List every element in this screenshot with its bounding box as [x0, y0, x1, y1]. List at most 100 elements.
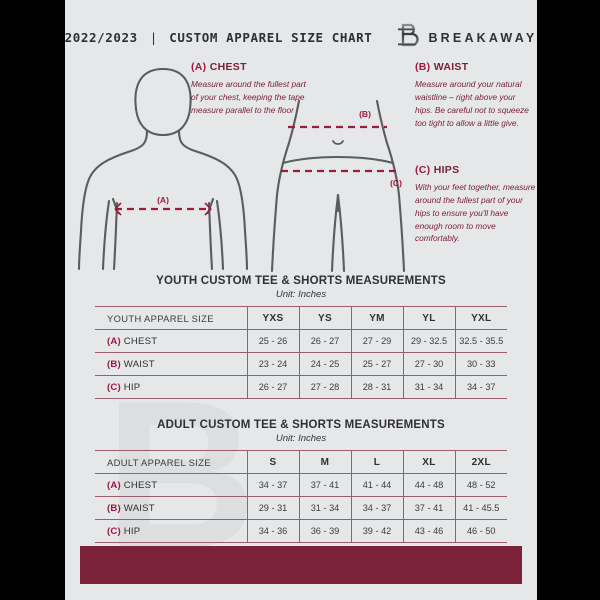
brand-logo: BREAKAWAY [396, 22, 537, 53]
adult-hip-l: 39 - 42 [350, 519, 403, 543]
adult-chest-l: 41 - 44 [350, 473, 403, 497]
brand-name: BREAKAWAY [428, 30, 537, 45]
youth-row-hip-name: HIP [123, 381, 141, 393]
youth-row-chest-label: (A) CHEST [95, 329, 247, 353]
youth-size-table: YOUTH APPAREL SIZE YXS YS YM YL YXL (A) … [95, 306, 507, 399]
callout-chest: (A) CHEST Measure around the fullest par… [191, 61, 311, 117]
footer-bar [80, 546, 522, 584]
callout-hips-title: (C) HIPS [415, 164, 537, 176]
adult-row-chest-name: CHEST [123, 479, 158, 491]
youth-waist-ys: 24 - 25 [298, 352, 351, 376]
callout-waist: (B) WAIST Measure around your natural wa… [415, 61, 535, 129]
adult-hip-s: 34 - 36 [246, 519, 299, 543]
youth-table-unit: Unit: Inches [275, 289, 327, 300]
hips-measure-line: (C) [263, 99, 413, 278]
youth-chest-ym: 27 - 29 [350, 329, 403, 353]
youth-waist-yl: 27 - 30 [402, 352, 455, 376]
header-separator: | [149, 30, 158, 45]
table-header-row: YOUTH APPAREL SIZE YXS YS YM YL YXL [95, 306, 507, 330]
callout-waist-body: Measure around your natural waistline – … [415, 79, 529, 128]
youth-table-block: YOUTH CUSTOM TEE & SHORTS MEASUREMENTS U… [65, 275, 537, 399]
youth-size-yxs: YXS [246, 306, 299, 330]
callout-hips-body: With your feet together, measure around … [415, 182, 536, 244]
page-header: 2022/2023 | CUSTOM APPAREL SIZE CHART [65, 0, 537, 57]
adult-chest-m: 37 - 41 [298, 473, 351, 497]
adult-waist-s: 29 - 31 [246, 496, 299, 520]
adult-row-hip-name: HIP [123, 525, 141, 537]
adult-table-block: ADULT CUSTOM TEE & SHORTS MEASUREMENTS U… [65, 419, 537, 543]
adult-waist-2xl: 41 - 45.5 [454, 496, 507, 520]
adult-row-hip-tag: (C) [107, 525, 121, 537]
callout-waist-name: WAIST [433, 61, 469, 73]
youth-hip-ys: 27 - 28 [298, 375, 351, 399]
youth-size-ym: YM [350, 306, 403, 330]
adult-waist-l: 34 - 37 [350, 496, 403, 520]
table-header-row: ADULT APPAREL SIZE S M L XL 2XL [95, 450, 507, 474]
adult-size-2xl: 2XL [454, 450, 507, 474]
youth-hip-yxl: 34 - 37 [454, 375, 507, 399]
adult-chest-xl: 44 - 48 [402, 473, 455, 497]
youth-chest-yl: 29 - 32.5 [402, 329, 455, 353]
callout-waist-title: (B) WAIST [415, 61, 535, 73]
page-title: CUSTOM APPAREL SIZE CHART [169, 30, 373, 45]
callout-chest-tag: (A) [191, 61, 207, 73]
adult-size-xl: XL [402, 450, 455, 474]
youth-row-waist-name: WAIST [123, 358, 155, 370]
callout-hips-name: HIPS [433, 164, 460, 176]
youth-size-yxl: YXL [454, 306, 507, 330]
youth-waist-yxl: 30 - 33 [454, 352, 507, 376]
adult-row-waist-tag: (B) [107, 502, 121, 514]
adult-row-chest-label: (A) CHEST [95, 473, 247, 497]
youth-chest-yxl: 32.5 - 35.5 [454, 329, 507, 353]
table-row: (B) WAIST 23 - 24 24 - 25 25 - 27 27 - 3… [95, 352, 507, 376]
adult-hip-xl: 43 - 46 [402, 519, 455, 543]
size-chart-page: B 2022/2023 | CUSTOM APPAREL SIZE CHART [65, 0, 537, 600]
youth-row-waist-tag: (B) [107, 358, 121, 370]
youth-hip-ym: 28 - 31 [350, 375, 403, 399]
adult-row-waist-name: WAIST [123, 502, 155, 514]
adult-row-hip-label: (C) HIP [95, 519, 247, 543]
callout-chest-title: (A) CHEST [191, 61, 311, 73]
callout-hips: (C) HIPS With your feet together, measur… [415, 164, 537, 245]
adult-table-title: ADULT CUSTOM TEE & SHORTS MEASUREMENTS [157, 419, 445, 431]
svg-text:(B): (B) [359, 109, 371, 119]
adult-size-s: S [246, 450, 299, 474]
table-row: (A) CHEST 25 - 26 26 - 27 27 - 29 29 - 3… [95, 329, 507, 353]
table-row: (A) CHEST 34 - 37 37 - 41 41 - 44 44 - 4… [95, 473, 507, 497]
hips-figure [263, 99, 413, 278]
adult-table-unit: Unit: Inches [275, 433, 327, 444]
breakaway-b-logo-icon [396, 22, 420, 53]
svg-text:(C): (C) [390, 178, 402, 188]
youth-row-hip-label: (C) HIP [95, 375, 247, 399]
youth-hip-yl: 31 - 34 [402, 375, 455, 399]
table-row: (B) WAIST 29 - 31 31 - 34 34 - 37 37 - 4… [95, 496, 507, 520]
table-row: (C) HIP 26 - 27 27 - 28 28 - 31 31 - 34 … [95, 375, 507, 399]
torso-figure [73, 61, 253, 278]
callout-waist-tag: (B) [415, 61, 431, 73]
youth-row-chest-name: CHEST [123, 335, 158, 347]
measurement-diagram: (A) [65, 61, 537, 273]
youth-header-label: YOUTH APPAREL SIZE [95, 306, 247, 330]
adult-waist-xl: 37 - 41 [402, 496, 455, 520]
callout-hips-tag: (C) [415, 164, 431, 176]
youth-hip-yxs: 26 - 27 [246, 375, 299, 399]
adult-header-label: ADULT APPAREL SIZE [95, 450, 247, 474]
season-label: 2022/2023 [65, 30, 138, 45]
svg-text:(A): (A) [157, 195, 169, 205]
adult-row-waist-label: (B) WAIST [95, 496, 247, 520]
youth-row-chest-tag: (A) [107, 335, 121, 347]
adult-size-l: L [350, 450, 403, 474]
adult-row-chest-tag: (A) [107, 479, 121, 491]
youth-size-ys: YS [298, 306, 351, 330]
adult-chest-s: 34 - 37 [246, 473, 299, 497]
youth-table-title: YOUTH CUSTOM TEE & SHORTS MEASUREMENTS [156, 275, 446, 287]
adult-hip-m: 36 - 39 [298, 519, 351, 543]
callout-chest-body: Measure around the fullest part of your … [191, 79, 306, 115]
youth-size-yl: YL [402, 306, 455, 330]
waist-measure-line: (B) [263, 99, 413, 278]
youth-row-waist-label: (B) WAIST [95, 352, 247, 376]
adult-size-table: ADULT APPAREL SIZE S M L XL 2XL (A) CHES… [95, 450, 507, 543]
youth-row-hip-tag: (C) [107, 381, 121, 393]
table-row: (C) HIP 34 - 36 36 - 39 39 - 42 43 - 46 … [95, 519, 507, 543]
adult-chest-2xl: 48 - 52 [454, 473, 507, 497]
